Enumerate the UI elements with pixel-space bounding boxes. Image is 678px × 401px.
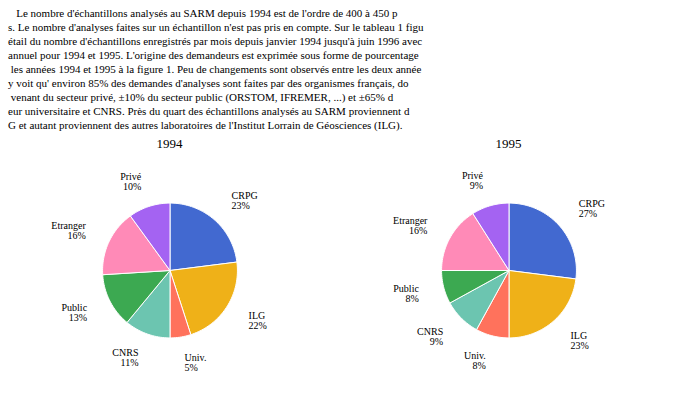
svg-text:Etranger16%: Etranger16% — [51, 220, 86, 241]
svg-text:ILG22%: ILG22% — [249, 310, 267, 331]
html-text:les années 1994 et 1995 à la f: les années 1994 et 1995 à la figure 1. P… — [8, 63, 422, 75]
svg-text:ILG23%: ILG23% — [571, 329, 589, 350]
svg-text:Privé9%: Privé9% — [462, 170, 484, 191]
svg-text:CRPG23%: CRPG23% — [232, 190, 258, 211]
svg-text:Etranger16%: Etranger16% — [393, 215, 428, 236]
svg-text:CRPG27%: CRPG27% — [579, 198, 605, 219]
html-text:G et autant proviennent des au: G et autant proviennent des autres labor… — [8, 119, 403, 131]
svg-text:Public13%: Public13% — [62, 302, 88, 323]
svg-text:CNRS9%: CNRS9% — [417, 325, 443, 346]
html-text:eur universitaire et CNRS. Prè: eur universitaire et CNRS. Près du quart… — [8, 105, 410, 117]
html-text:1995: 1995 — [495, 136, 522, 151]
html-text:annuel pour 1994 et 1995. L'or: annuel pour 1994 et 1995. L'origine des … — [8, 49, 419, 61]
svg-text:Privé10%: Privé10% — [120, 171, 142, 192]
svg-text:Univ.5%: Univ.5% — [185, 352, 207, 373]
html-text:1994: 1994 — [156, 136, 183, 151]
svg-text:Univ.8%: Univ.8% — [464, 350, 486, 371]
html-text:étail du nombre d'échantillons: étail du nombre d'échantillons enregistr… — [8, 35, 423, 47]
html-text:venant du secteur privé, ±10%: venant du secteur privé, ±10% du secteur… — [8, 91, 394, 103]
svg-text:CNRS11%: CNRS11% — [112, 347, 138, 368]
html-text:Le nombre d'échantillons analy: Le nombre d'échantillons analysés au SAR… — [8, 7, 398, 19]
html-text:s. Le nombre d'analyses faites: s. Le nombre d'analyses faites sur un éc… — [8, 21, 424, 33]
svg-text:Public8%: Public8% — [393, 283, 419, 304]
html-text:y voit qu' environ 85% des dem: y voit qu' environ 85% des demandes d'an… — [8, 77, 409, 89]
